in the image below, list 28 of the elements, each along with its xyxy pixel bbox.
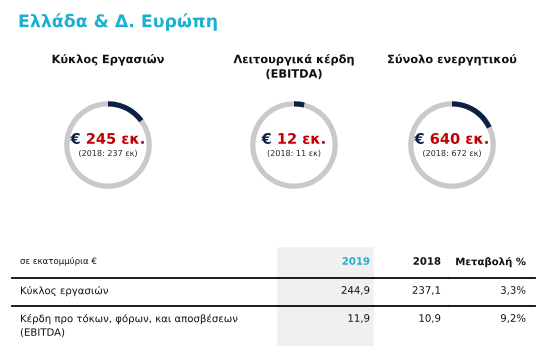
text: 10,9 bbox=[420, 314, 440, 323]
text: Κύκλος εργασιών bbox=[20, 286, 108, 296]
donut-slice bbox=[408, 101, 496, 189]
text: 244,9 bbox=[342, 286, 370, 295]
text: 9,2% bbox=[500, 314, 526, 323]
text: Μεταβολή % bbox=[456, 257, 526, 268]
text: 2018 bbox=[414, 257, 440, 265]
text: (2018: 237 εκ) bbox=[79, 150, 137, 158]
text: € 12 εκ. bbox=[261, 132, 325, 144]
text: (2018: 11 εκ) bbox=[268, 150, 320, 158]
text: 237,1 bbox=[412, 286, 440, 295]
text: Ελλάδα & Δ. Ευρώπη bbox=[20, 13, 217, 31]
text: σε εκατομμύρια € bbox=[20, 257, 96, 266]
chart-title: Σύνολο ενεργητικού bbox=[388, 54, 516, 66]
donut-slice bbox=[452, 101, 492, 129]
text: € 640 εκ. bbox=[414, 132, 488, 144]
text: € 245 εκ. bbox=[70, 132, 144, 144]
text: (2018: 672 εκ) bbox=[423, 150, 481, 158]
donut-slice bbox=[64, 101, 152, 189]
text: 11,9 bbox=[348, 314, 370, 323]
text: 2019 bbox=[342, 257, 370, 265]
text: Κέρδη προ τόκων, φόρων, και αποσβέσεων (EBITDA) bbox=[20, 314, 238, 338]
chart-title: Λειτουργικά κέρδη (EBITDA) bbox=[233, 54, 354, 80]
donut-slice bbox=[294, 101, 305, 108]
donut-slice bbox=[108, 101, 144, 122]
text: 3,3% bbox=[501, 286, 526, 295]
chart-title: Κύκλος Εργασιών bbox=[52, 54, 164, 66]
donut-slice bbox=[250, 101, 338, 189]
